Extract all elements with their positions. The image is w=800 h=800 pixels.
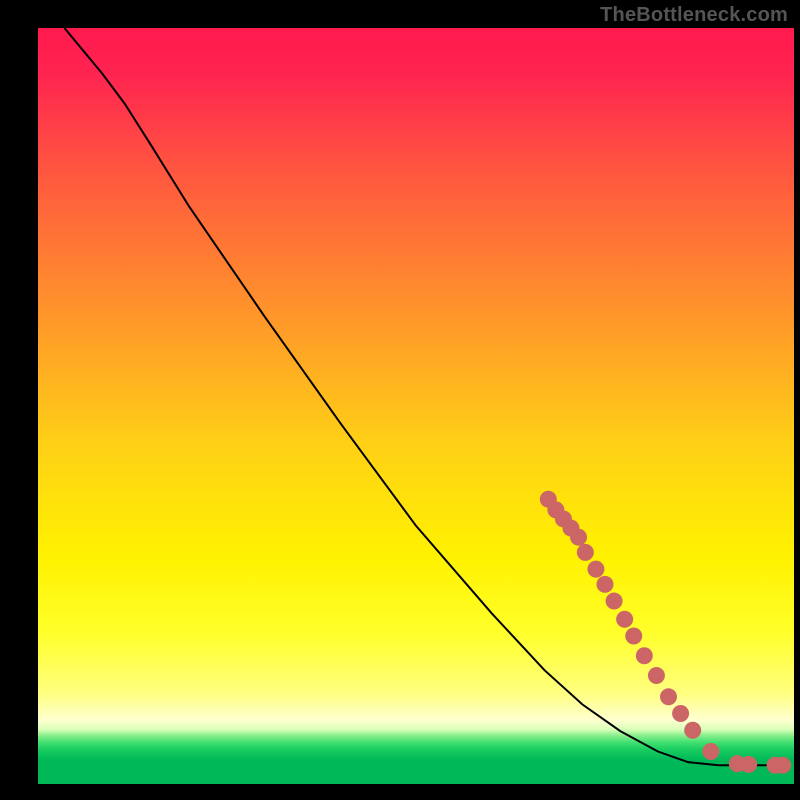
data-marker xyxy=(684,722,701,739)
data-marker xyxy=(672,705,689,722)
data-marker xyxy=(774,757,791,774)
data-marker xyxy=(660,688,677,705)
data-marker xyxy=(587,561,604,578)
bottleneck-curve xyxy=(64,28,782,765)
data-marker xyxy=(577,544,594,561)
data-marker xyxy=(597,576,614,593)
data-markers xyxy=(540,491,791,774)
plot-area xyxy=(38,28,794,788)
data-marker xyxy=(606,593,623,610)
data-marker xyxy=(636,647,653,664)
data-marker xyxy=(625,628,642,645)
plot-overlay xyxy=(38,28,794,788)
watermark-text: TheBottleneck.com xyxy=(600,4,788,27)
data-marker xyxy=(702,743,719,760)
data-marker xyxy=(648,667,665,684)
figure-root: TheBottleneck.com xyxy=(0,0,800,800)
data-marker xyxy=(616,611,633,628)
data-marker xyxy=(740,756,757,773)
data-marker xyxy=(570,529,587,546)
